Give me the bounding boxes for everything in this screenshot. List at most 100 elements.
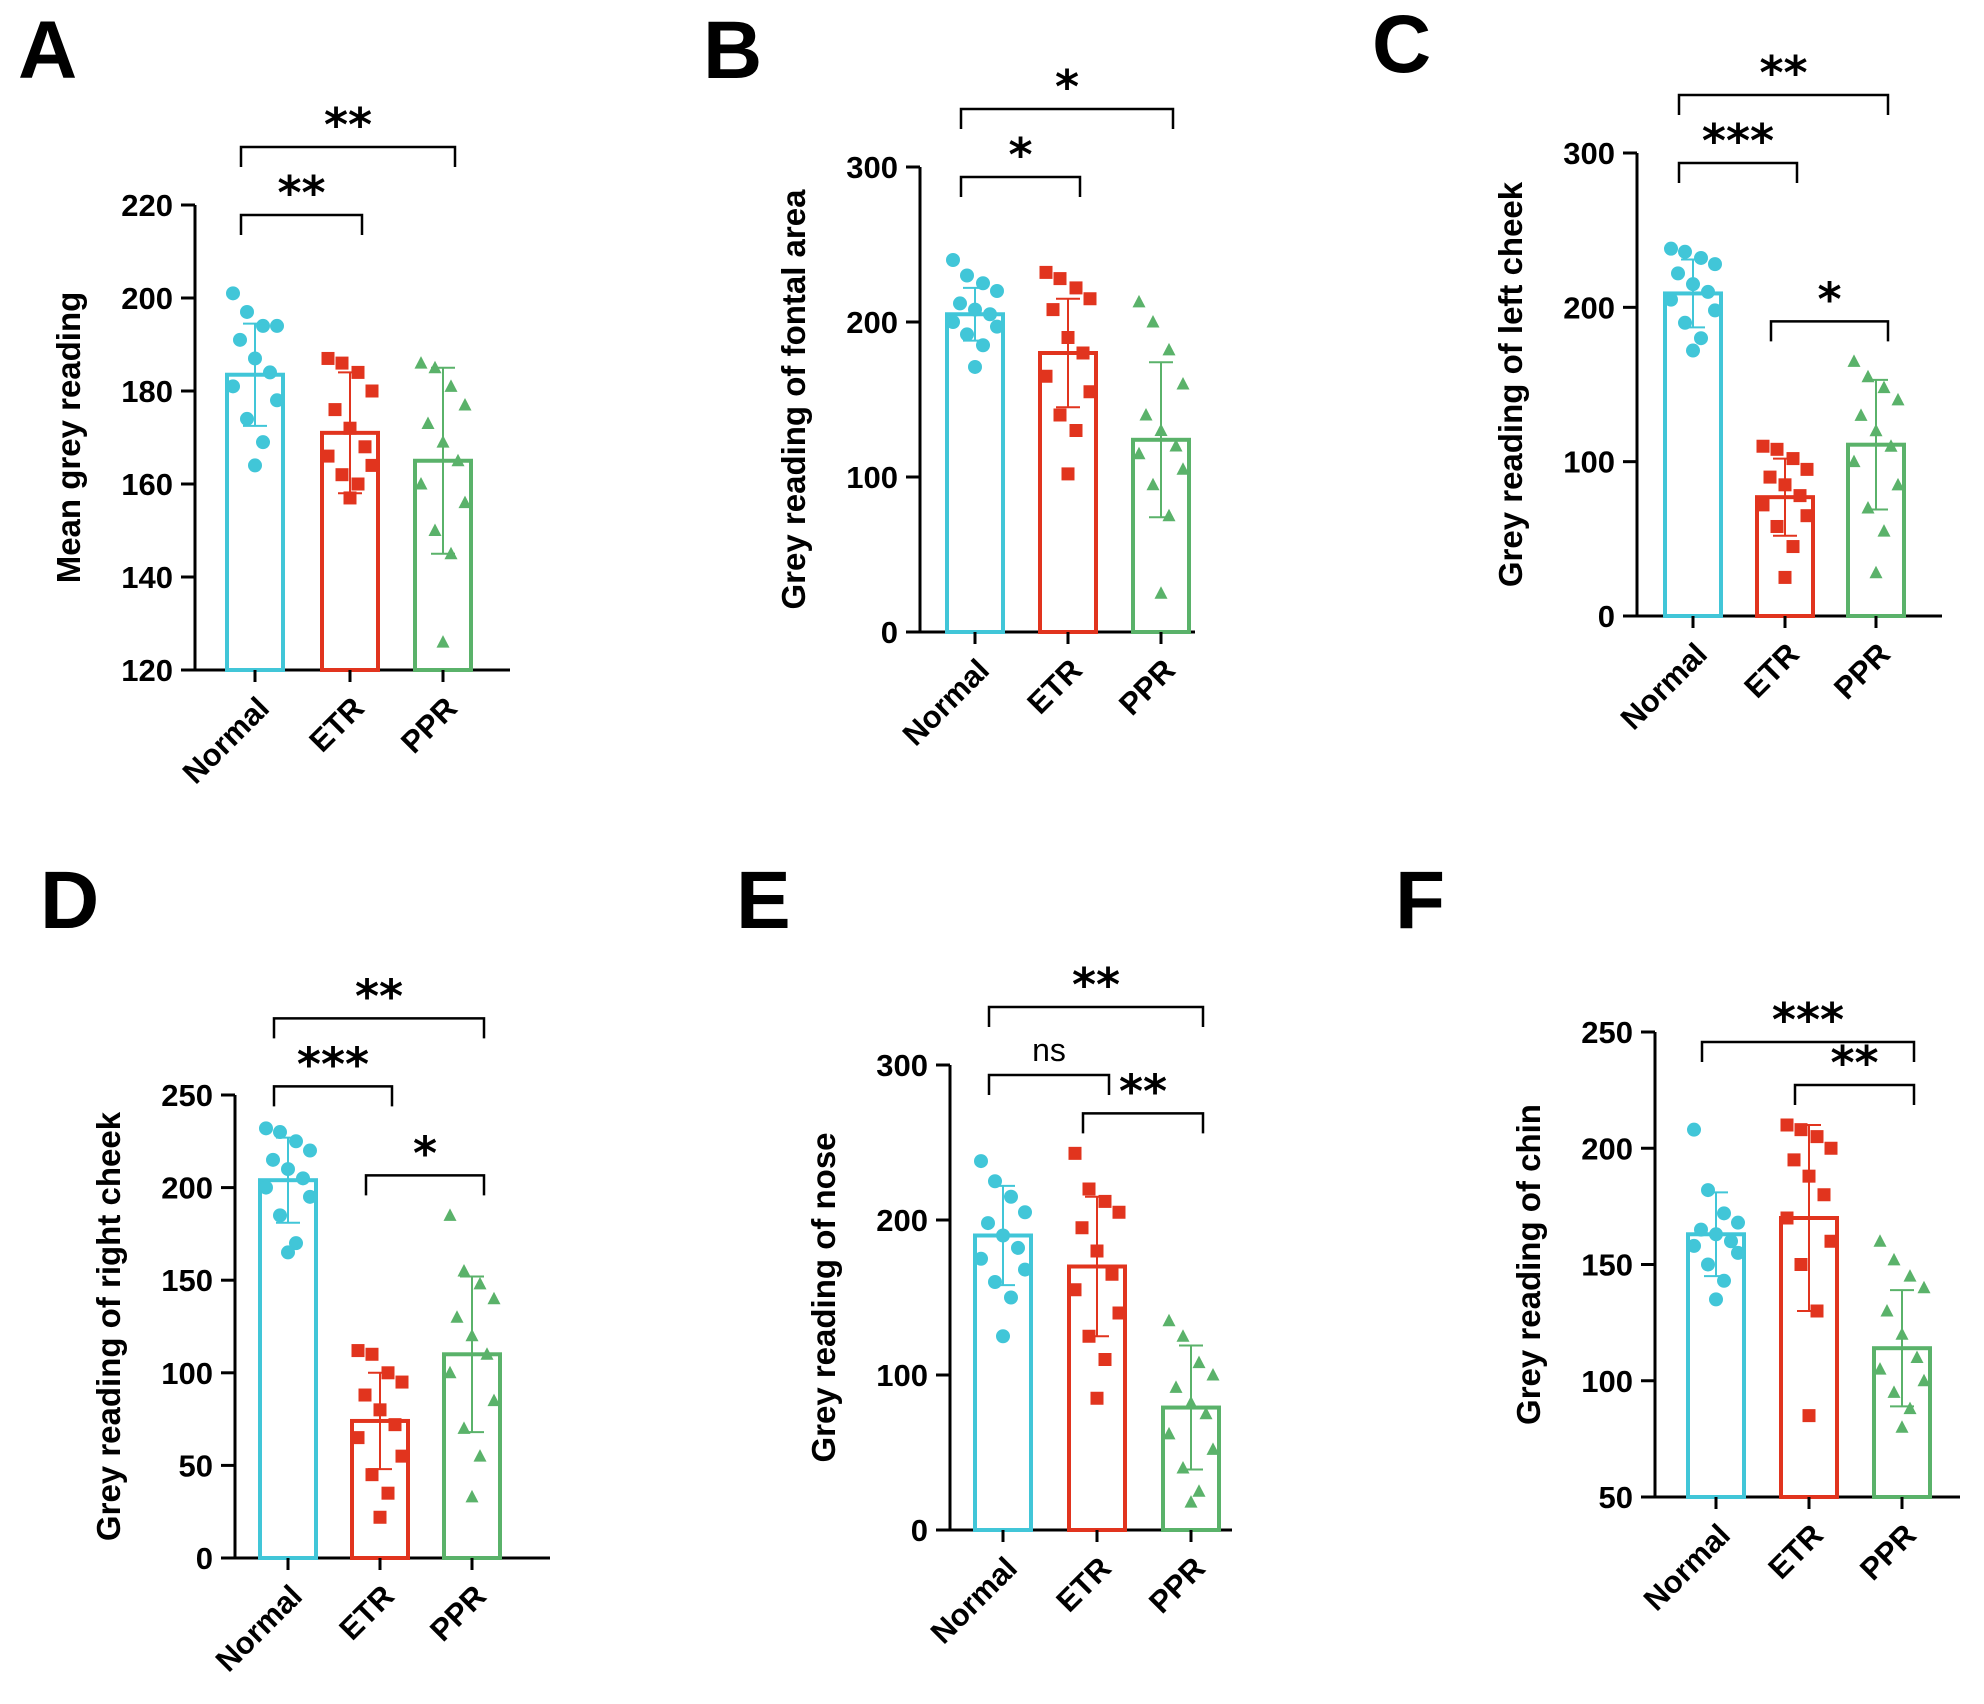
data-point-etr [1770,519,1784,533]
significance-bracket [959,107,1175,129]
data-point-normal [1664,241,1678,256]
significance-bracket [987,1073,1111,1095]
x-tick-label-normal: Normal [1614,636,1714,736]
data-point-normal [226,286,240,301]
x-tick-label-normal: Normal [1637,1517,1737,1617]
data-point-normal [226,379,240,394]
data-point-normal [240,304,254,319]
data-point-etr [1068,1283,1082,1297]
data-point-normal [296,1171,310,1186]
data-point-normal [303,1143,317,1158]
data-point-normal [1678,315,1692,330]
significance-bracket [987,1005,1205,1027]
x-tick-label-ppr: PPR [1112,652,1182,722]
data-point-etr [351,477,365,491]
significance-label: * [1817,272,1841,326]
data-point-ppr [451,453,465,467]
data-point-ppr [1910,1350,1924,1363]
data-point-normal [1694,250,1708,265]
data-point-normal [1701,284,1715,299]
data-point-normal [1724,1234,1738,1249]
x-tick-label-etr: ETR [1049,1550,1118,1619]
significance-bracket [239,213,364,235]
data-point-ppr [1162,1426,1176,1440]
data-point-etr [1778,570,1792,584]
data-point-normal [256,318,270,333]
x-tick-label-normal: Normal [896,652,996,752]
panel-letter: F [1395,855,1445,946]
panel-c: C 0 100 200 300 Grey reading of left cheek Nor… [1372,0,1942,736]
x-tick-label-etr: ETR [1761,1517,1830,1586]
data-point-ppr [1132,294,1146,308]
significance-bracket [239,145,457,167]
data-point-etr [1786,540,1800,554]
panel-f: F 50 100 150 200 250 Grey reading of chin Norma… [1395,855,1960,1617]
data-point-etr [1053,408,1067,422]
data-point-etr [343,491,357,505]
significance-bracket [272,1085,394,1107]
data-point-ppr [450,1310,464,1323]
significance-label: *** [1772,993,1844,1047]
significance-label: ** [1830,1036,1878,1090]
y-tick-label: 0 [911,1513,928,1548]
data-point-normal [1018,1262,1032,1277]
x-tick-label-etr: ETR [302,690,371,759]
y-tick-label: 200 [876,1203,928,1238]
significance-label: *** [1702,114,1774,168]
data-point-ppr [457,1263,471,1277]
data-point-etr [1082,1182,1096,1196]
data-point-etr [1061,467,1075,481]
data-point-etr [1794,1123,1808,1137]
data-point-normal [1686,343,1700,358]
data-point-ppr [1146,477,1160,491]
panel-b: B 0 100 200 300 Grey reading of fontal area No… [703,5,1195,752]
y-axis-label: Grey reading of chin [1510,1104,1547,1425]
y-tick-label: 160 [121,467,173,502]
data-point-normal [976,338,990,353]
y-tick-label: 250 [161,1078,213,1113]
data-point-normal [256,435,270,450]
data-point-normal [968,359,982,374]
y-axis-label: Grey reading of left cheek [1492,181,1529,587]
data-point-ppr [1176,462,1190,475]
data-point-ppr [473,1449,487,1462]
y-axis-label: Grey reading of nose [805,1132,842,1462]
y-tick-label: 200 [161,1171,213,1206]
y-tick-label: 220 [121,188,173,223]
data-point-ppr [1162,1313,1176,1327]
significance-label: ** [1072,958,1120,1012]
data-point-etr [1039,265,1053,279]
data-point-etr [1824,1141,1838,1155]
y-tick-label: 100 [876,1358,928,1393]
data-point-etr [1763,470,1777,484]
data-point-etr [1069,424,1083,437]
y-tick-label: 50 [179,1448,213,1483]
data-point-ppr [1192,1484,1206,1497]
y-tick-label: 200 [846,305,898,340]
data-point-normal [960,268,974,283]
data-point-etr [1756,439,1770,453]
data-point-etr [381,1486,395,1500]
data-point-etr [1770,442,1784,456]
significance-bracket [1700,1040,1916,1062]
data-point-etr [328,403,342,417]
y-axis-label: Mean grey reading [50,292,87,584]
y-tick-label: 120 [121,653,173,688]
data-point-normal [259,1121,273,1136]
significance-label: ** [1759,46,1807,100]
data-point-etr [321,449,335,463]
y-tick-label: 200 [121,281,173,316]
y-tick-label: 50 [1599,1480,1633,1515]
data-point-normal [988,1275,1002,1289]
data-point-ppr [1847,454,1861,468]
y-tick-label: 100 [1581,1364,1633,1399]
data-point-etr [388,1418,402,1432]
data-point-ppr [1169,439,1183,452]
data-point-normal [1709,1292,1723,1307]
data-point-ppr [1146,315,1160,328]
data-point-normal [273,1125,287,1140]
data-point-etr [335,356,349,370]
x-tick-label-etr: ETR [332,1578,401,1647]
data-point-etr [1794,1258,1808,1271]
